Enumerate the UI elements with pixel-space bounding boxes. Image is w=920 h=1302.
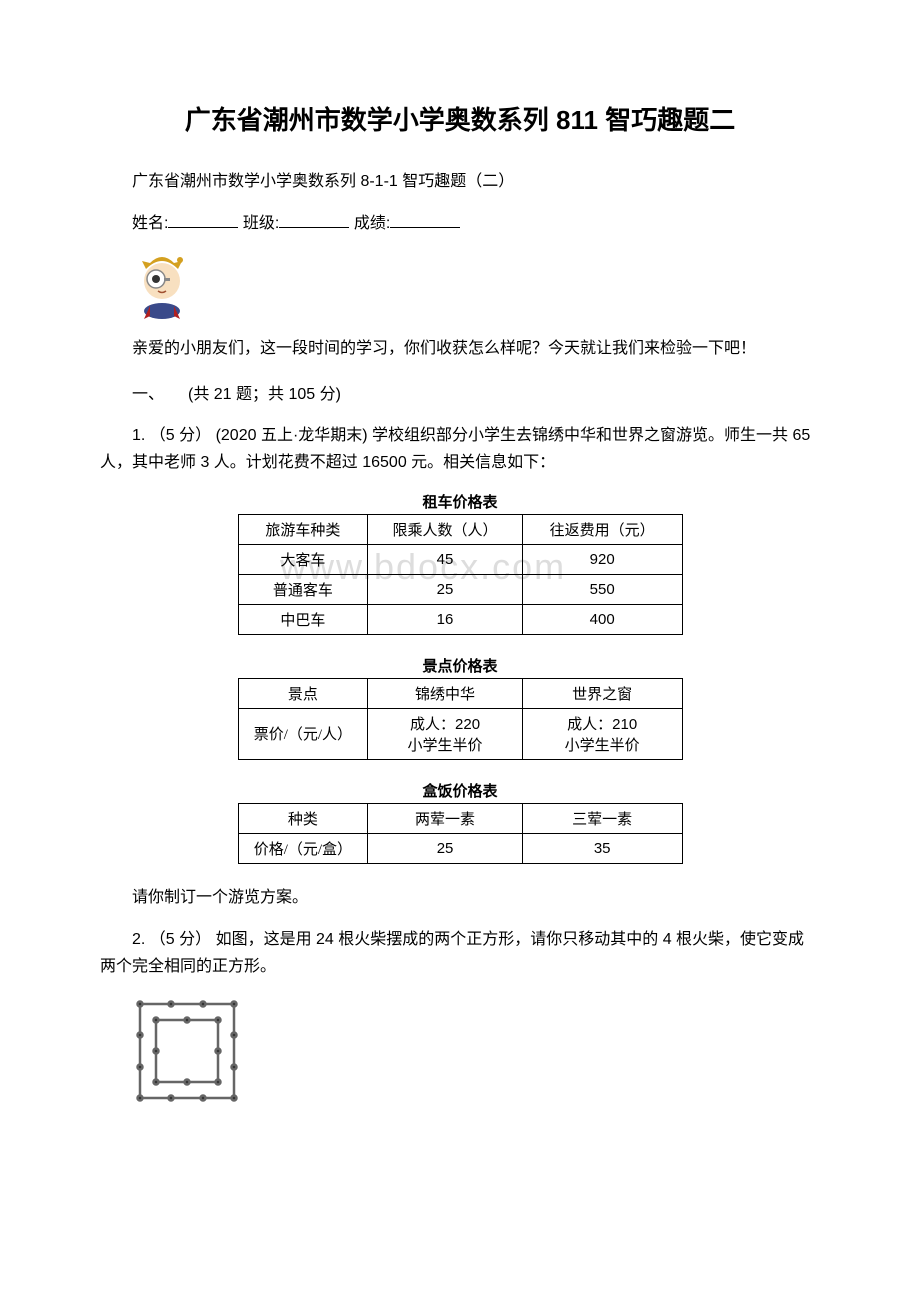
table-header: 旅游车种类: [238, 514, 368, 544]
table-cell: 920: [522, 544, 682, 574]
question-2-text: 2. （5 分） 如图，这是用 24 根火柴摆成的两个正方形，请你只移动其中的 …: [100, 926, 820, 980]
table-cell: 普通客车: [238, 574, 368, 604]
table-header: 景点: [238, 678, 368, 708]
cell-line: 成人：210: [567, 716, 637, 733]
section-header: 一、 (共 21 题；共 105 分): [100, 380, 820, 404]
name-label: 姓名:: [132, 215, 168, 232]
table-cell: 400: [522, 604, 682, 634]
table-row: 价格/（元/盒） 25 35: [238, 833, 682, 863]
cell-line: 成人：220: [410, 716, 480, 733]
table-header: 往返费用（元）: [522, 514, 682, 544]
table-cell: 25: [368, 833, 523, 863]
intro-text: 亲爱的小朋友们，这一段时间的学习，你们收获怎么样呢？今天就让我们来检验一下吧！: [100, 336, 820, 362]
table-row: 普通客车 25 550: [238, 574, 682, 604]
cell-line: 小学生半价: [565, 738, 640, 754]
name-blank[interactable]: [168, 210, 238, 228]
score-blank[interactable]: [390, 210, 460, 228]
table-header: 种类: [238, 803, 368, 833]
table-cell: 成人：220 小学生半价: [368, 708, 523, 759]
question-2: 2. （5 分） 如图，这是用 24 根火柴摆成的两个正方形，请你只移动其中的 …: [100, 926, 820, 980]
table-cell: 25: [368, 574, 523, 604]
table-row: 中巴车 16 400: [238, 604, 682, 634]
table-cell: 大客车: [238, 544, 368, 574]
score-label: 成绩:: [354, 215, 390, 232]
table-rental-prices: 旅游车种类 限乘人数（人） 往返费用（元） 大客车 45 920 普通客车 25…: [238, 514, 683, 635]
question-1: 1. （5 分） (2020 五上·龙华期末) 学校组织部分小学生去锦绣中华和世…: [100, 422, 820, 476]
table-row: 景点 锦绣中华 世界之窗: [238, 678, 682, 708]
form-fields: 姓名: 班级: 成绩:: [100, 209, 820, 233]
table-cell: 45: [368, 544, 523, 574]
question-1-suffix: 请你制订一个游览方案。: [100, 884, 820, 911]
table-meal-prices: 种类 两荤一素 三荤一素 价格/（元/盒） 25 35: [238, 803, 683, 864]
table-header: 两荤一素: [368, 803, 523, 833]
page-title: 广东省潮州市数学小学奥数系列 811 智巧趣题二: [100, 100, 820, 137]
table-row: 旅游车种类 限乘人数（人） 往返费用（元）: [238, 514, 682, 544]
table-cell: 中巴车: [238, 604, 368, 634]
table-cell: 35: [522, 833, 682, 863]
table-cell: 16: [368, 604, 523, 634]
table-header: 世界之窗: [522, 678, 682, 708]
table-header: 限乘人数（人）: [368, 514, 523, 544]
class-label: 班级:: [243, 215, 279, 232]
table-cell: 550: [522, 574, 682, 604]
table2-title: 景点价格表: [100, 655, 820, 676]
table-header: 锦绣中华: [368, 678, 523, 708]
cell-line: 小学生半价: [408, 738, 483, 754]
table-header: 三荤一素: [522, 803, 682, 833]
page-subtitle: 广东省潮州市数学小学奥数系列 8-1-1 智巧趣题（二）: [100, 167, 820, 191]
matchstick-figure: [132, 996, 820, 1116]
table-row: 票价/（元/人） 成人：220 小学生半价 成人：210 小学生半价: [238, 708, 682, 759]
table-cell: 票价/（元/人）: [238, 708, 368, 759]
mascot-image: [132, 251, 820, 326]
table-attraction-prices: 景点 锦绣中华 世界之窗 票价/（元/人） 成人：220 小学生半价 成人：21…: [238, 678, 683, 760]
table-row: 种类 两荤一素 三荤一素: [238, 803, 682, 833]
table-cell: 成人：210 小学生半价: [522, 708, 682, 759]
table-cell: 价格/（元/盒）: [238, 833, 368, 863]
question-1-text: 1. （5 分） (2020 五上·龙华期末) 学校组织部分小学生去锦绣中华和世…: [100, 422, 820, 476]
table1-title: 租车价格表: [100, 491, 820, 512]
table-row: 大客车 45 920: [238, 544, 682, 574]
class-blank[interactable]: [279, 210, 349, 228]
table3-title: 盒饭价格表: [100, 780, 820, 801]
